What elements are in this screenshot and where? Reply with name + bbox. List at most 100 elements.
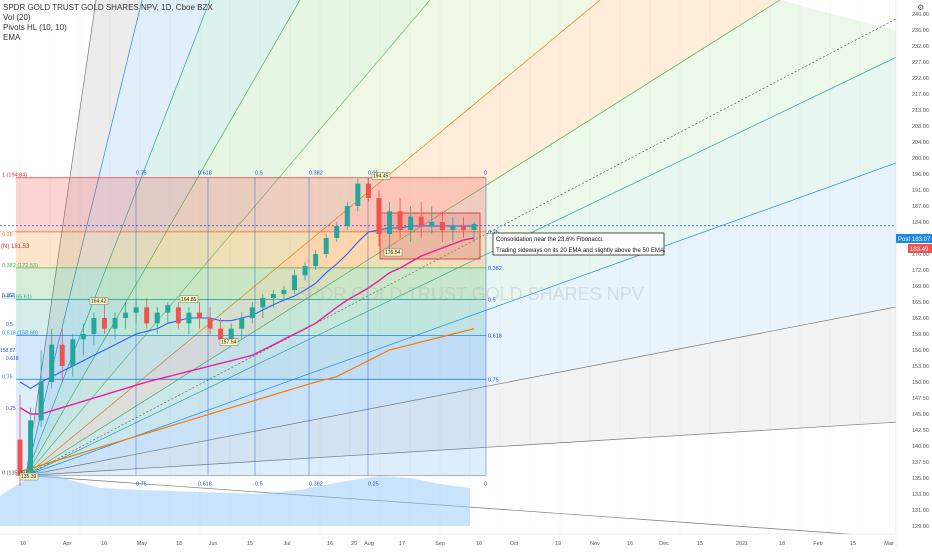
- time-tick-label: Aug: [364, 541, 374, 547]
- fib-zone: [16, 379, 486, 476]
- annotation-box[interactable]: Consolidation near the 23.6% Fibonacci. …: [492, 232, 666, 256]
- left-small-label: 0.618: [6, 356, 19, 362]
- time-tick-label: Mar: [884, 541, 894, 547]
- fib-zone: [16, 177, 486, 232]
- time-tick-label: Oct: [510, 541, 519, 547]
- candle-body: [302, 266, 308, 276]
- fib-zone: [16, 267, 486, 300]
- pivot-label: 157.54: [219, 338, 239, 346]
- price-tick-label: 137.50: [912, 460, 929, 466]
- price-tick-label: 172.00: [912, 268, 929, 274]
- price-tick-label: 232.00: [912, 44, 929, 50]
- fib-right-label: 0.618: [488, 334, 502, 340]
- price-tick-label: 162.00: [912, 316, 929, 322]
- fib-bottom-label: 0.25: [368, 482, 379, 488]
- fib-top-label: 0.5: [255, 171, 263, 177]
- volume-area: [0, 470, 470, 526]
- candle-body: [165, 305, 171, 313]
- time-axis[interactable]: 16 Apr 16 May 18 Jun 15 Jul 16 20 Aug 17 Sep 16 Oct 19 N…: [0, 533, 896, 550]
- left-small-label: 158.87: [0, 348, 16, 354]
- fib-zone: [16, 335, 486, 380]
- price-tick-label: 140.00: [912, 444, 929, 450]
- settings-icon[interactable]: ⚙: [917, 3, 924, 12]
- post-value: 183.07: [912, 237, 931, 243]
- time-axis-bg: [0, 534, 896, 550]
- candle-body: [38, 382, 44, 421]
- time-tick-label: Dec: [659, 541, 669, 547]
- price-axis[interactable]: 240.00 236.00 232.00 227.00 222.00 217.00 213.…: [895, 0, 932, 550]
- candle-body: [397, 211, 403, 230]
- candle-body: [439, 222, 445, 230]
- time-tick-label: 18: [779, 541, 785, 547]
- legend-pivots[interactable]: Pivots HL (10, 10): [3, 23, 67, 32]
- fib-bottom-label: 0.618: [198, 482, 212, 488]
- fan-diagonal: [25, 0, 932, 476]
- price-tick-label: 153.00: [912, 364, 929, 370]
- candle-body: [196, 312, 202, 318]
- price-tick-label: 213.00: [912, 108, 929, 114]
- candle-body: [270, 294, 276, 298]
- time-tick-label: 15: [697, 541, 703, 547]
- fib-left-label: 0 (135.39): [2, 471, 27, 477]
- left-small-label: 0.382: [2, 293, 15, 299]
- time-tick-label: Sep: [435, 541, 445, 547]
- candle-body: [376, 198, 382, 234]
- price-tick-label: 200.00: [912, 156, 929, 162]
- fan-line: [25, 475, 932, 541]
- fib-bottom-label: 0.5: [255, 482, 263, 488]
- price-tick-label: 135.00: [912, 476, 929, 482]
- price-tick-label: 131.00: [912, 508, 929, 514]
- svg-text:135.39: 135.39: [21, 474, 37, 480]
- candle-body: [292, 275, 298, 290]
- price-tick-label: 156.00: [912, 348, 929, 354]
- pivot-label: 164.85: [179, 295, 199, 303]
- legend-ema[interactable]: EMA: [3, 33, 21, 42]
- svg-text:164.85: 164.85: [181, 297, 197, 303]
- time-tick-label: Feb: [813, 541, 822, 547]
- candle-body: [28, 420, 34, 472]
- ema200-line: [19, 328, 475, 473]
- candle-body: [355, 183, 361, 206]
- candle-body: [17, 439, 23, 476]
- price-tick-label: 142.50: [912, 428, 929, 434]
- candle-body: [91, 318, 97, 334]
- price-tick-label: 208.00: [912, 124, 929, 130]
- fib-left-label: 0.618 (158.69): [2, 331, 38, 337]
- fan-line: [25, 39, 932, 476]
- fan-line: [25, 149, 932, 476]
- volume-area: [0, 470, 470, 526]
- fib-bottom-label: 0.382: [309, 482, 323, 488]
- candle-body: [334, 226, 340, 238]
- svg-text:194.45: 194.45: [373, 174, 389, 180]
- candle-body: [144, 307, 150, 324]
- legend-symbol[interactable]: SPDR GOLD TRUST GOLD SHARES NPV, 1D, Cbo…: [3, 3, 213, 12]
- price-tick-label: 187.00: [912, 204, 929, 210]
- candle-body: [418, 216, 424, 226]
- price-tick-label: 145.00: [912, 412, 929, 418]
- pivot-label: 164.42: [89, 297, 109, 305]
- legend-vol[interactable]: Vol (20): [3, 13, 31, 22]
- candle-body: [450, 226, 456, 230]
- price-tick-label: 222.00: [912, 76, 929, 82]
- price-tick-label: 150.00: [912, 380, 929, 386]
- fib-fan-background: [25, 0, 932, 541]
- fib-top-label: 0.618: [198, 171, 212, 177]
- fib-left-label: 0.25: [2, 232, 13, 238]
- fan-line: [25, 0, 781, 476]
- candle-body: [70, 339, 76, 366]
- fib-retracement[interactable]: [0, 177, 896, 476]
- time-tick-label: 19: [555, 541, 561, 547]
- pivot-label: 194.45: [371, 172, 391, 180]
- candle-body: [323, 238, 329, 254]
- price-tick-label: 176.00: [912, 252, 929, 258]
- candle-body: [387, 211, 393, 234]
- svg-text:176.54: 176.54: [385, 250, 401, 256]
- time-tick-label: 18: [176, 541, 182, 547]
- fib-right-label: 0.382: [488, 266, 502, 272]
- candle-body: [313, 254, 319, 266]
- candle-body: [365, 183, 371, 198]
- candle-body: [207, 318, 213, 329]
- candle-body: [123, 312, 129, 318]
